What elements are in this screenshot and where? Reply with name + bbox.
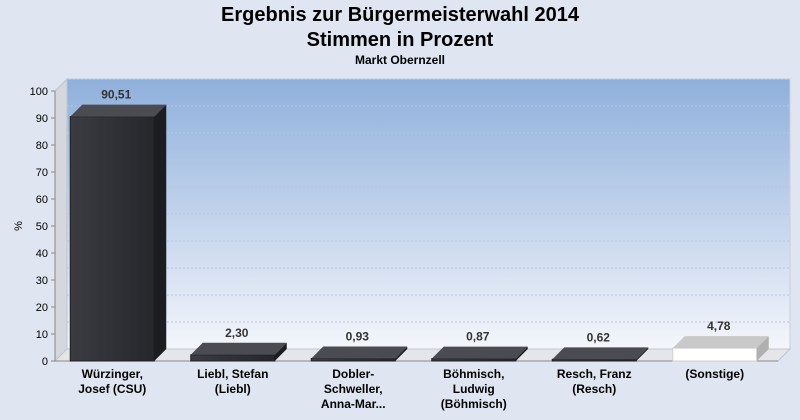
bar-top — [311, 346, 408, 359]
data-label: 0,93 — [346, 329, 370, 343]
y-tick-label: 50 — [36, 221, 48, 233]
x-tick-label: Liebl, Stefan (Liebl) — [197, 367, 268, 396]
y-tick-label: 10 — [36, 329, 48, 341]
data-label: 2,30 — [225, 326, 249, 340]
x-tick-label: (Sonstige) — [685, 367, 744, 381]
bar-side — [274, 342, 287, 361]
x-tick-label: Resch, Franz (Resch) — [557, 367, 632, 396]
bar-front — [190, 354, 276, 362]
bar — [190, 342, 287, 362]
bar-front — [551, 358, 637, 362]
y-tick-label: 40 — [36, 248, 48, 260]
x-tick-label-line: Schweller, — [324, 382, 383, 396]
bar-top — [431, 346, 528, 359]
y-tick-label: 20 — [36, 302, 48, 314]
bar — [672, 336, 769, 362]
x-tick-label-line: Ludwig — [453, 382, 495, 396]
x-tick-label-line: Liebl, Stefan — [197, 367, 268, 381]
x-tick-label: Dobler-Schweller, Anna-Mar... — [321, 367, 386, 411]
x-tick-label-line: Anna-Mar... — [321, 397, 386, 411]
bar-front — [672, 347, 758, 362]
x-tick-label-line: Dobler- — [332, 367, 374, 381]
bar-front — [69, 116, 155, 362]
bar-front — [431, 358, 517, 362]
y-tick-label: 0 — [42, 356, 48, 368]
bar-top — [70, 104, 167, 117]
y-tick-label: 90 — [36, 113, 48, 125]
x-tick-label: Würzinger, Josef (CSU) — [78, 367, 146, 396]
x-tick-label-line: Würzinger, — [82, 367, 143, 381]
bar-top — [672, 336, 769, 349]
data-label: 0,62 — [587, 330, 611, 344]
bar — [431, 346, 528, 362]
y-tick-label: 70 — [36, 167, 48, 179]
x-tick-label-line: (Resch) — [572, 382, 616, 396]
x-tick-label-line: (Liebl) — [215, 382, 251, 396]
bar — [69, 104, 167, 362]
bar-front — [310, 357, 396, 362]
bar-side — [756, 336, 769, 361]
y-tick-label: 80 — [36, 140, 48, 152]
x-tick-label-line: Resch, Franz — [557, 367, 632, 381]
bar-top — [190, 342, 287, 355]
bar-top — [552, 347, 649, 360]
y-tick-label: 30 — [36, 275, 48, 287]
chart-title: Ergebnis zur Bürgermeisterwahl 2014 — [221, 4, 579, 26]
data-label: 4,78 — [707, 319, 731, 333]
x-tick-label-line: (Böhmisch) — [441, 397, 507, 411]
bar-side — [395, 346, 408, 361]
y-tick-label: 100 — [30, 86, 48, 98]
bar-side — [515, 346, 528, 361]
data-label: 90,51 — [101, 88, 131, 102]
x-tick-label-line: (Sonstige) — [685, 367, 744, 381]
bar-side — [636, 347, 649, 361]
x-tick-label-line: Böhmisch, — [443, 367, 504, 381]
plot-side-wall — [54, 77, 68, 363]
chart-location: Markt Obernzell — [354, 53, 446, 67]
x-tick-label: Böhmisch, Ludwig (Böhmisch) — [441, 367, 507, 411]
bar-side — [154, 104, 167, 362]
y-axis-label: % — [13, 221, 25, 231]
y-tick-label: 60 — [36, 194, 48, 206]
chart-subtitle: Stimmen in Prozent — [306, 29, 494, 51]
bar — [310, 346, 408, 362]
bar — [551, 347, 649, 362]
x-tick-label-line: Josef (CSU) — [78, 382, 146, 396]
data-label: 0,87 — [466, 330, 490, 344]
